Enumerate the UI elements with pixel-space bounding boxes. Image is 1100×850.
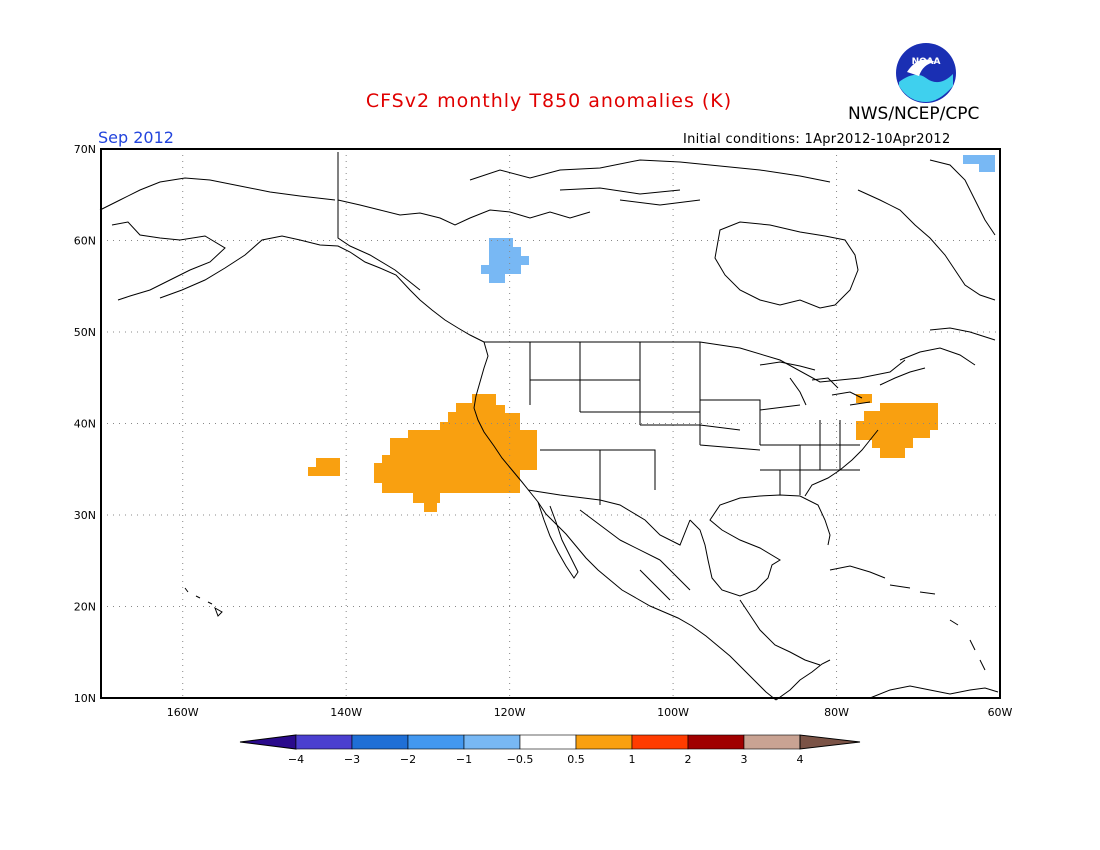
colorbar-label--0.5: −0.5 — [507, 753, 534, 766]
us-state-lines — [529, 342, 860, 505]
colorbar-label--3: −3 — [344, 753, 360, 766]
lat-label-50N: 50N — [74, 326, 96, 339]
greenland-cool-anomaly — [963, 155, 995, 172]
lat-label-40N: 40N — [74, 418, 96, 431]
colorbar-bin--2_-1 — [407, 734, 465, 750]
us-mexico-border — [527, 489, 691, 546]
caribbean-islands — [829, 565, 986, 671]
mexico-state-lines — [579, 509, 691, 601]
colorbar-label--1: −1 — [456, 753, 472, 766]
colorbar-bin--1_-0.5 — [463, 734, 521, 750]
alaska-coast — [111, 221, 485, 343]
hawaii-islands — [184, 587, 223, 617]
east-coast-warm-anomaly — [856, 403, 938, 458]
colorbar-bin-3_4 — [743, 734, 801, 750]
lon-label-60W: 60W — [988, 706, 1013, 719]
warm-anomaly-patches — [308, 394, 938, 512]
initial-conditions: Initial conditions: 1Apr2012-10Apr2012 — [683, 132, 951, 147]
lat-label-20N: 20N — [74, 601, 96, 614]
longitude-labels: 160W 140W 120W 100W 80W 60W — [167, 706, 1013, 719]
great-lakes — [759, 361, 871, 406]
colorbar-label--4: −4 — [288, 753, 304, 766]
colorbar-bin-0.5_1 — [575, 734, 633, 750]
hudson-bay-coast — [714, 221, 859, 309]
colorbar: −4 −3 −2 −1 −0.5 0.5 1 2 3 4 — [239, 734, 861, 766]
colorbar-label--2: −2 — [400, 753, 416, 766]
labrador-coast — [857, 189, 996, 301]
lat-label-60N: 60N — [74, 235, 96, 248]
colorbar-label-2: 2 — [685, 753, 692, 766]
map-frame — [100, 148, 1001, 699]
colorbar-bin--3_-2 — [351, 734, 409, 750]
lat-label-10N: 10N — [74, 692, 96, 705]
agency-label: NWS/NCEP/CPC — [848, 104, 980, 124]
pacific-small-warm-anomaly — [308, 458, 340, 476]
forecast-period: Sep 2012 — [98, 128, 174, 147]
maritimes-coast — [879, 327, 996, 386]
lat-label-70N: 70N — [74, 143, 96, 156]
coastlines — [99, 159, 999, 701]
canada-cool-anomaly — [481, 238, 529, 283]
chart-title: CFSv2 monthly T850 anomalies (K) — [365, 90, 733, 112]
colorbar-low-arrow — [239, 734, 297, 750]
us-canada-border — [484, 341, 906, 383]
alaska-north-coast — [99, 177, 336, 211]
colorbar-label-3: 3 — [741, 753, 748, 766]
south-america-coast — [869, 685, 999, 699]
colorbar-bin-1_2 — [631, 734, 689, 750]
colorbar-label-0.5: 0.5 — [567, 753, 585, 766]
colorbar-label-4: 4 — [797, 753, 804, 766]
central-america-coast — [739, 599, 831, 701]
lon-label-80W: 80W — [824, 706, 849, 719]
us-west-coast — [473, 341, 777, 701]
colorbar-bin--0.5_0.5 — [519, 734, 577, 750]
gulf-coast — [689, 429, 879, 597]
greenland-coast — [929, 159, 996, 236]
colorbar-bin-2_3 — [687, 734, 745, 750]
pacific-warm-anomaly — [374, 394, 537, 512]
colorbar-bin--4_-3 — [295, 734, 353, 750]
great-lakes-warm-anomaly — [856, 394, 872, 403]
arctic-coast — [337, 199, 591, 226]
colorbar-label-1: 1 — [629, 753, 636, 766]
lon-label-120W: 120W — [494, 706, 526, 719]
alaska-canada-border — [337, 152, 421, 291]
lon-label-140W: 140W — [330, 706, 362, 719]
lat-label-30N: 30N — [74, 509, 96, 522]
baja-california — [537, 501, 579, 579]
logo-text: NOAA — [912, 57, 941, 67]
lon-label-160W: 160W — [167, 706, 199, 719]
arctic-islands — [469, 159, 831, 206]
cool-anomaly-patches — [481, 155, 995, 283]
latitude-labels: 70N 60N 50N 40N 30N 20N 10N — [74, 143, 96, 705]
noaa-logo: NOAA — [896, 43, 956, 103]
lon-label-100W: 100W — [657, 706, 689, 719]
colorbar-high-arrow — [799, 734, 861, 750]
political-borders — [337, 152, 906, 601]
